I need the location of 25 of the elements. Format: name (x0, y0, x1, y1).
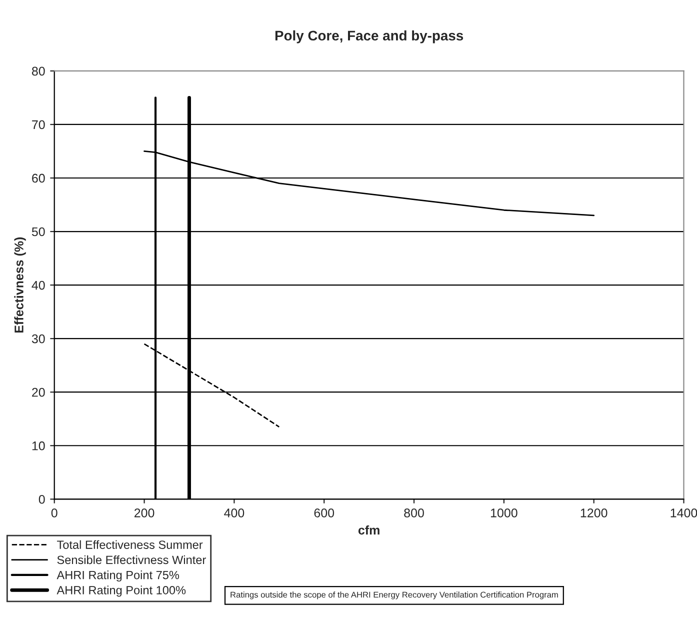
text: Ratings outside the scope of the AHRI Energy Recovery Ventilation Certification Program (230, 592, 558, 600)
legend-label: AHRI Rating Point 100% (56, 586, 186, 597)
y-tick-label: 50 (32, 227, 45, 236)
x-tick-label: 1400 (670, 508, 697, 518)
legend-label: Sensible Effectivness Winter (57, 555, 206, 564)
x-tick-label: 1000 (490, 508, 518, 518)
y-tick-label: 60 (32, 174, 45, 183)
y-tick-label: 70 (32, 120, 45, 130)
x-tick-label: 800 (404, 508, 424, 518)
y-tick-label: 20 (32, 388, 45, 397)
y-tick-label: 10 (32, 441, 45, 450)
y-tick-label: 80 (32, 66, 45, 76)
y-tick-label: 30 (32, 334, 45, 344)
y-tick-label: 40 (32, 280, 45, 290)
legend-label: AHRI Rating Point 75% (56, 570, 180, 582)
x-tick-label: 400 (224, 508, 244, 518)
chart-title: Poly Core, Face and by-pass (275, 30, 464, 44)
legend-label: Total Effectiveness Summer (57, 540, 203, 549)
x-tick-label: 0 (51, 508, 58, 518)
x-axis-title: cfm (358, 525, 380, 535)
x-tick-label: 600 (314, 508, 334, 518)
y-tick-label: 0 (38, 494, 45, 504)
x-tick-label: 1200 (580, 508, 608, 518)
x-tick-label: 200 (134, 508, 154, 518)
y-axis-title: Effectivness (%) (14, 237, 26, 332)
